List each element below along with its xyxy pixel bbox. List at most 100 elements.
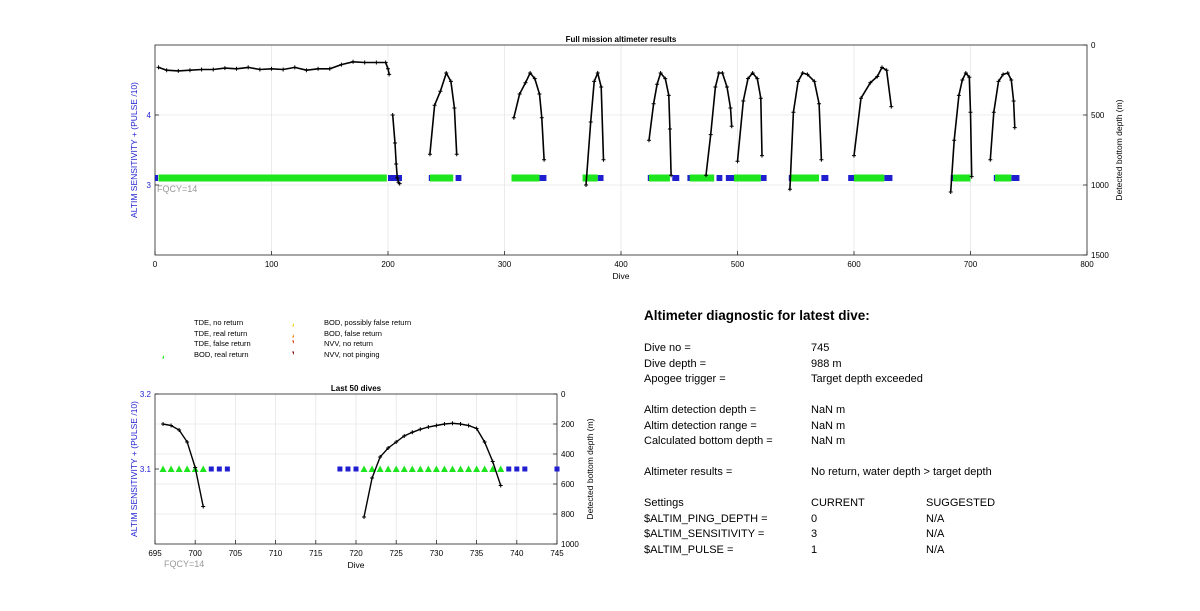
depth-point: [1005, 71, 1010, 75]
depth-point: [651, 101, 656, 106]
depth-point: [438, 89, 443, 94]
legend-label: BOD, false return: [324, 328, 382, 338]
dive-depth-value: 988 m: [811, 357, 842, 370]
bod-real-return-marker: [994, 174, 1012, 182]
depth-point: [817, 101, 822, 106]
depth-point: [952, 138, 957, 143]
depth-point: [386, 446, 391, 450]
setting-suggested: N/A: [926, 528, 945, 540]
mission-xlabel: Dive: [612, 271, 629, 281]
depth-point: [646, 138, 651, 143]
mission-xtick-label: 700: [964, 260, 978, 269]
bod-real-return-marker: [408, 465, 416, 472]
depth-line: [363, 422, 502, 518]
last50-xtick-label: 700: [189, 549, 203, 558]
depth-point: [176, 68, 181, 73]
depth-point: [655, 82, 660, 87]
tde-no-return-marker: [455, 175, 462, 181]
depth-line: [429, 70, 458, 155]
depth-point: [193, 465, 198, 470]
bod-real-return-marker: [183, 465, 191, 472]
last50-annotation: FQCY=14: [164, 559, 204, 569]
legend-label: BOD, possibly false return: [324, 318, 412, 327]
depth-point: [601, 157, 606, 162]
depth-point: [378, 455, 383, 459]
bod-real-return-marker: [360, 465, 368, 472]
bod-real-return-marker: [473, 465, 481, 472]
setting-suggested: N/A: [926, 543, 945, 556]
depth-point: [161, 422, 166, 426]
tde-no-return-marker: [216, 466, 222, 472]
depth-point: [858, 96, 863, 101]
tde-no-return-marker: [506, 466, 512, 472]
depth-point: [394, 440, 399, 444]
mission-xtick-label: 600: [847, 260, 861, 269]
legend-label: TDE, real return: [194, 328, 248, 338]
depth-point: [490, 459, 495, 464]
last50-ytick-left-label: 3.2: [140, 390, 152, 399]
last50-xtick-label: 730: [430, 549, 444, 558]
depth-point: [960, 78, 965, 82]
depth-point: [716, 71, 721, 75]
mission-title: Full mission altimeter results: [566, 35, 677, 44]
depth-point: [758, 96, 763, 101]
depth-point: [222, 66, 227, 71]
setting-suggested: N/A: [926, 512, 945, 525]
depth-line: [513, 71, 545, 160]
depth-point: [542, 157, 547, 162]
legend-label: TDE, false return: [194, 339, 251, 348]
depth-point: [728, 106, 733, 110]
setting-name: $ALTIM_PULSE =: [644, 543, 734, 556]
depth-point: [537, 92, 542, 96]
bod-real-return-marker: [158, 174, 387, 182]
apogee-value: Target depth exceeded: [811, 373, 923, 385]
mission-ytick-right-label: 1500: [1091, 251, 1109, 260]
bod-real-return-marker: [854, 174, 885, 182]
depth-point: [528, 71, 533, 75]
tde-no-return-marker: [821, 175, 829, 181]
dive-no-label: Dive no =: [644, 342, 691, 354]
diagnostic-title: Altimeter diagnostic for latest dive:: [644, 308, 870, 323]
depth-line: [736, 71, 763, 162]
depth-point: [708, 132, 713, 137]
depth-point: [351, 59, 356, 64]
bod-real-return-marker: [789, 174, 820, 182]
tde-no-return-marker: [345, 466, 351, 472]
mission-ytick-left-label: 4: [147, 111, 152, 120]
depth-point: [339, 62, 344, 67]
tde-no-return-marker: [539, 175, 547, 181]
depth-point: [427, 152, 432, 157]
bod-real-return-marker: [648, 174, 670, 182]
depth-point: [452, 106, 457, 110]
tde-no-return-marker: [597, 175, 604, 181]
bod-real-return-marker: [953, 174, 971, 182]
bod-real-return-marker: [416, 465, 424, 472]
legend-marker: [292, 340, 294, 344]
depth-point: [370, 476, 375, 480]
setting-name: $ALTIM_SENSITIVITY =: [644, 528, 765, 540]
depth-point: [199, 67, 204, 72]
depth-point: [482, 440, 487, 444]
depth-point: [458, 422, 463, 426]
depth-point: [991, 110, 996, 115]
calculated-bottom-label: Calculated bottom depth =: [644, 435, 773, 447]
bod-real-return-marker: [175, 465, 183, 472]
depth-line: [989, 72, 1016, 160]
mission-xtick-label: 400: [614, 260, 628, 269]
depth-point: [511, 115, 516, 120]
depth-point: [884, 68, 889, 73]
last50-ytick-left-label: 3.1: [140, 465, 152, 474]
depth-point: [498, 483, 503, 488]
depth-point: [1009, 78, 1014, 82]
last50-ytick-right-label: 200: [561, 420, 575, 429]
last50-xtick-label: 715: [309, 549, 323, 558]
mission-xtick-label: 100: [265, 260, 279, 269]
depth-point: [745, 76, 750, 81]
depth-point: [246, 65, 251, 70]
tde-no-return-marker: [353, 466, 359, 472]
legend: TDE, no return TDE, real return TDE, false…: [150, 318, 440, 366]
depth-point: [418, 427, 423, 432]
depth-point: [444, 71, 449, 75]
legend-marker: [292, 333, 294, 337]
depth-line: [705, 72, 733, 176]
